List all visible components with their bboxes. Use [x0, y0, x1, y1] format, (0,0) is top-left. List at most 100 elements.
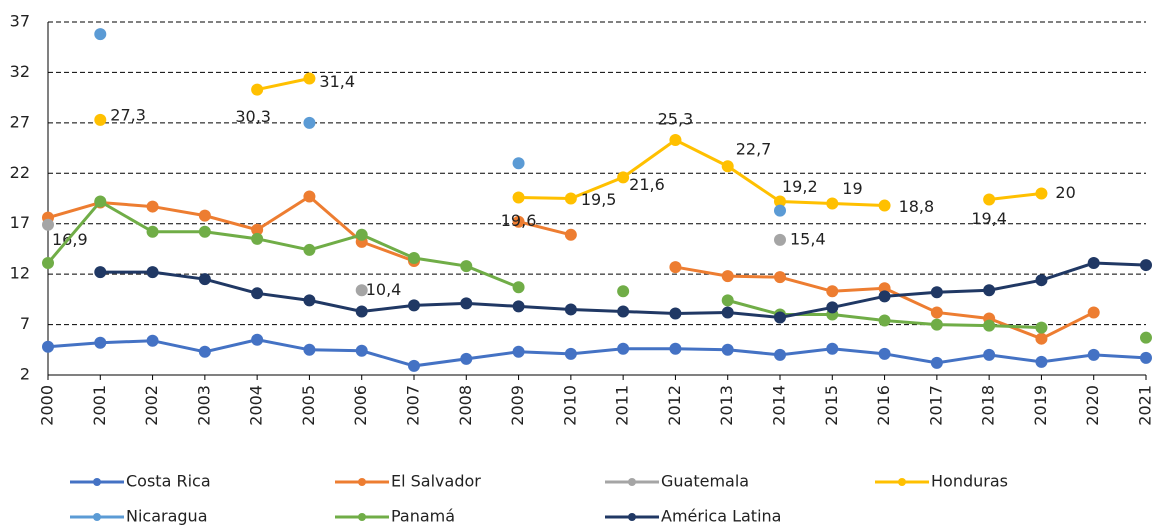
data-point	[42, 340, 54, 353]
data-label: 19	[842, 179, 862, 198]
x-tick-label: 2004	[247, 385, 266, 426]
series-line	[988, 191, 1042, 201]
series-line	[47, 338, 1147, 368]
data-label: 22,7	[736, 140, 772, 159]
data-point	[146, 334, 159, 347]
data-point	[1035, 332, 1048, 345]
data-point	[774, 271, 786, 284]
data-point	[251, 287, 264, 300]
x-tick-label: 2010	[560, 385, 579, 426]
data-point	[1035, 187, 1048, 200]
data-point	[617, 342, 630, 355]
data-point	[42, 218, 54, 231]
series-line	[47, 194, 415, 263]
data-point	[1035, 355, 1048, 368]
data-label: 18,8	[899, 197, 935, 216]
data-point	[669, 307, 682, 320]
x-tick-label: 2018	[979, 385, 998, 426]
legend-label: Costa Rica	[126, 472, 211, 491]
series-line	[518, 138, 885, 208]
data-label: 10,4	[366, 280, 402, 299]
data-point	[42, 257, 54, 270]
data-point	[198, 273, 211, 286]
data-label: 21,6	[629, 175, 665, 194]
data-point	[721, 160, 734, 173]
data-point	[408, 252, 420, 265]
data-point	[198, 209, 211, 222]
data-point	[146, 266, 159, 279]
data-point	[930, 356, 943, 369]
x-tick-label: 2019	[1031, 385, 1050, 426]
data-label: 25,3	[658, 110, 694, 129]
data-point	[826, 301, 839, 314]
legend-label: Guatemala	[661, 472, 749, 491]
data-label: 27,3	[110, 105, 146, 124]
data-point	[303, 190, 316, 203]
data-point	[1035, 274, 1048, 287]
data-point	[512, 191, 525, 204]
y-tick-label: 2	[20, 365, 30, 384]
data-label: 19,6	[501, 211, 537, 230]
data-label: 30,3	[235, 107, 271, 126]
x-tick-label: 2021	[1136, 385, 1155, 426]
x-tick-label: 2002	[142, 385, 161, 426]
data-point	[617, 171, 630, 184]
data-point	[564, 192, 577, 205]
data-point	[1140, 259, 1152, 272]
x-tick-label: 2020	[1083, 385, 1102, 426]
data-point	[1087, 306, 1100, 319]
data-point	[460, 297, 473, 310]
data-point	[303, 294, 316, 307]
legend-label: El Salvador	[391, 472, 481, 491]
data-point	[878, 199, 891, 212]
y-tick-label: 12	[10, 264, 30, 283]
x-tick-label: 2009	[508, 385, 527, 426]
data-point	[303, 72, 316, 85]
data-point	[878, 347, 891, 360]
data-point	[669, 134, 682, 147]
data-point	[355, 284, 368, 297]
data-point	[669, 261, 682, 274]
legend-dot	[93, 513, 101, 521]
x-tick-label: 2001	[90, 385, 109, 426]
data-point	[251, 232, 264, 245]
x-tick-label: 2000	[38, 385, 57, 426]
x-tick-label: 2011	[613, 385, 632, 426]
data-point	[774, 204, 786, 217]
data-point	[617, 285, 630, 298]
legend-dot	[628, 513, 636, 521]
y-tick-label: 17	[10, 213, 30, 232]
data-point	[564, 228, 577, 241]
legend-dot	[93, 478, 101, 486]
x-tick-label: 2006	[351, 385, 370, 426]
data-point	[1140, 331, 1152, 344]
data-point	[617, 305, 630, 318]
series-line	[518, 220, 572, 237]
data-point	[303, 343, 316, 356]
data-point	[94, 113, 107, 126]
data-point	[774, 311, 786, 324]
data-point	[408, 359, 420, 372]
x-tick-label: 2013	[717, 385, 736, 426]
data-point	[94, 195, 107, 208]
data-point	[198, 225, 211, 238]
x-tick-label: 2017	[926, 385, 945, 426]
data-point	[146, 200, 159, 213]
x-tick-label: 2015	[822, 385, 841, 426]
data-point	[460, 352, 473, 365]
data-point	[355, 228, 368, 241]
data-point	[721, 343, 734, 356]
data-point	[355, 305, 368, 318]
data-point	[355, 344, 368, 357]
data-point	[146, 225, 159, 238]
legend-label: América Latina	[661, 507, 781, 525]
data-label: 31,4	[319, 72, 355, 91]
x-tick-label: 2007	[404, 385, 423, 426]
data-point	[1087, 348, 1100, 361]
data-point	[564, 347, 577, 360]
data-label: 20	[1055, 183, 1075, 202]
x-tick-label: 2008	[456, 385, 475, 426]
series-line	[256, 77, 310, 92]
x-tick-label: 2016	[874, 385, 893, 426]
data-point	[983, 319, 996, 332]
